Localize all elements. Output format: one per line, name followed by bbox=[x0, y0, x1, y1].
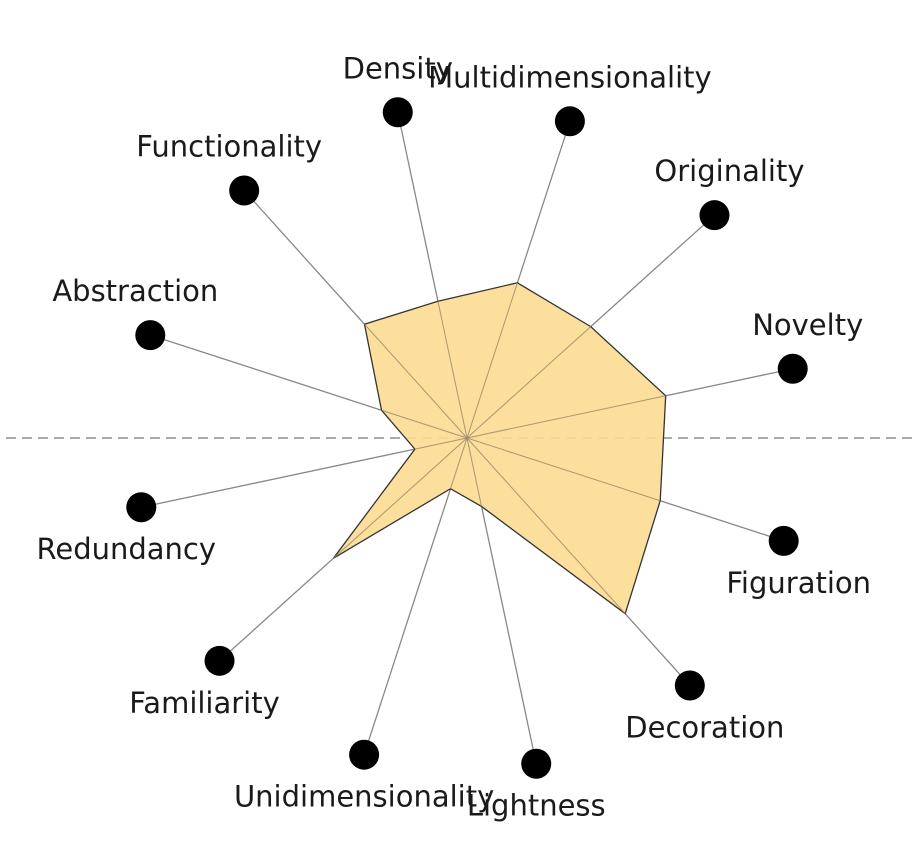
axis-label-multidimensionality: Multidimensionality bbox=[428, 60, 712, 94]
marker-figuration bbox=[768, 525, 799, 556]
axis-label-redundancy: Redundancy bbox=[37, 532, 217, 566]
inner-spoke-abstraction bbox=[381, 409, 468, 439]
marker-originality bbox=[699, 200, 730, 231]
inner-spoke-redundancy bbox=[414, 437, 468, 450]
marker-abstraction bbox=[135, 320, 166, 351]
inner-spoke-originality bbox=[466, 326, 592, 439]
marker-functionality bbox=[229, 175, 260, 206]
axis-end-markers bbox=[126, 97, 808, 779]
axis-label-unidimensionality: Unidimensionality bbox=[234, 780, 494, 814]
marker-unidimensionality bbox=[349, 739, 380, 770]
marker-decoration bbox=[674, 670, 705, 701]
marker-lightness bbox=[521, 748, 552, 779]
spoke-unidimensionality bbox=[363, 437, 468, 755]
axis-labels: Multidimensionality Originality Novelty Fig… bbox=[37, 51, 872, 822]
inner-spoke-decoration bbox=[466, 437, 626, 615]
inner-spoke-familiarity bbox=[333, 437, 468, 559]
inner-spoke-functionality bbox=[364, 323, 468, 439]
inner-spoke-unidimensionality bbox=[450, 437, 468, 489]
marker-redundancy bbox=[126, 492, 157, 523]
inner-spoke-figuration bbox=[466, 437, 661, 502]
spoke-redundancy bbox=[141, 437, 468, 508]
marker-familiarity bbox=[204, 645, 235, 676]
axis-label-abstraction: Abstraction bbox=[52, 274, 218, 308]
marker-novelty bbox=[777, 353, 808, 384]
axis-label-functionality: Functionality bbox=[136, 130, 322, 164]
inner-spoke-density bbox=[437, 301, 468, 439]
marker-density bbox=[382, 97, 413, 128]
axis-label-decoration: Decoration bbox=[625, 710, 784, 744]
axis-label-lightness: Lightness bbox=[467, 789, 606, 823]
inner-spoke-novelty bbox=[466, 395, 666, 439]
marker-multidimensionality bbox=[554, 106, 585, 137]
axis-label-figuration: Figuration bbox=[726, 566, 871, 600]
inner-spoke-multidimensionality bbox=[466, 282, 518, 439]
axis-label-density: Density bbox=[343, 51, 453, 85]
data-area-layer bbox=[332, 282, 667, 615]
axis-label-novelty: Novelty bbox=[752, 308, 863, 342]
axis-label-familiarity: Familiarity bbox=[129, 686, 280, 720]
axis-label-originality: Originality bbox=[654, 154, 804, 188]
inner-spoke-lightness bbox=[466, 437, 483, 507]
